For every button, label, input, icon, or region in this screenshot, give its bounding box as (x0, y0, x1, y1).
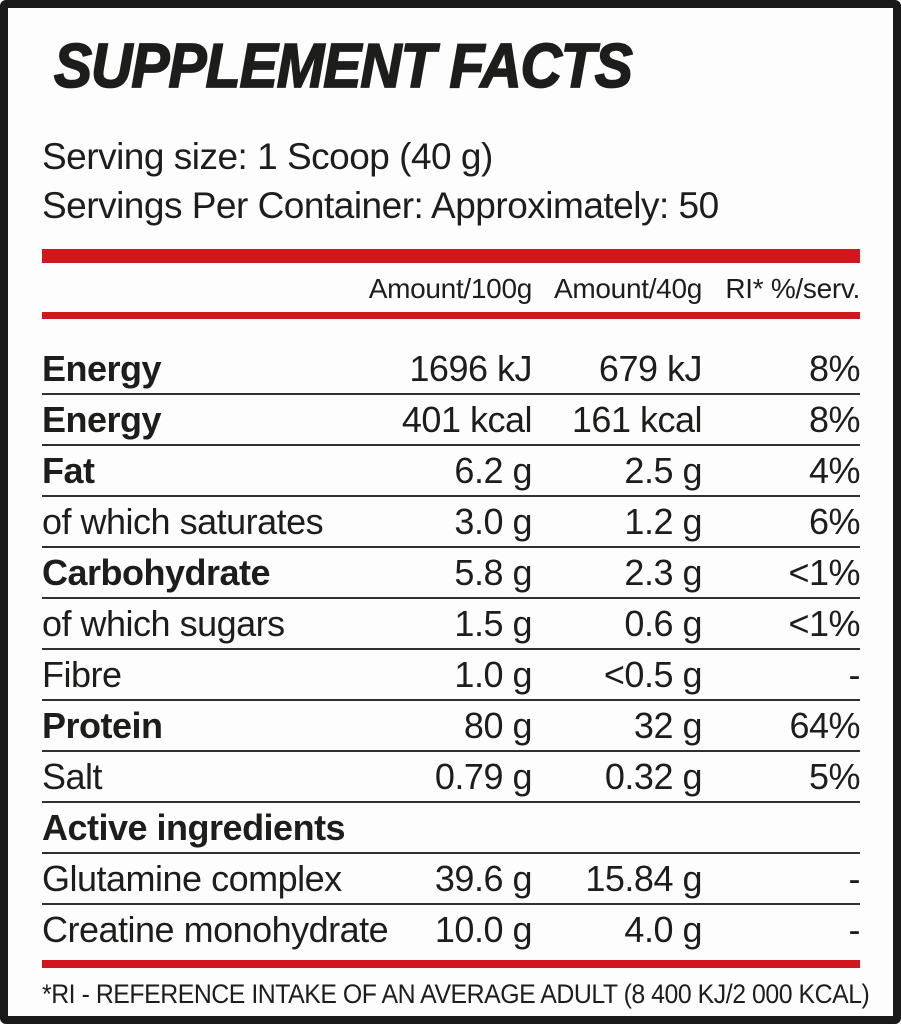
ri-percent-value: 8% (808, 347, 861, 389)
table-row: of which sugars 1.5 g 0.6 g <1% (42, 599, 861, 650)
red-divider-thin (42, 311, 860, 319)
table-header-row: Amount/100g Amount/40g RI* %/serv. (42, 263, 861, 312)
row-label: Salt (42, 755, 103, 797)
row-label: of which sugars (42, 602, 285, 644)
ri-percent-value: - (848, 908, 861, 950)
amount-100g-value: 6.2 g (454, 449, 532, 491)
ri-percent-value: 6% (808, 500, 861, 542)
servings-per-container-line: Servings Per Container: Approximately: 5… (42, 184, 719, 226)
label-title: SUPPLEMENT FACTS (53, 32, 633, 101)
column-header-ri-percent: RI* %/serv. (725, 272, 860, 304)
amount-40g-value: 2.3 g (624, 551, 702, 593)
amount-100g-value: 10.0 g (434, 908, 533, 950)
amount-40g-value: <0.5 g (603, 653, 703, 695)
amount-100g-value: 5.8 g (454, 551, 532, 593)
row-label: of which saturates (42, 500, 324, 542)
table-row: Fibre 1.0 g <0.5 g - (42, 650, 861, 701)
table-row: Carbohydrate 5.8 g 2.3 g <1% (42, 548, 861, 599)
amount-40g-value: 1.2 g (624, 500, 702, 542)
amount-40g-value: 4.0 g (624, 908, 702, 950)
amount-40g-value: 2.5 g (624, 449, 702, 491)
ri-percent-value: - (848, 857, 861, 899)
row-label: Energy (42, 398, 162, 440)
amount-40g-value: 0.6 g (624, 602, 702, 644)
table-row: Protein 80 g 32 g 64% (42, 701, 861, 752)
amount-40g-value: 679 kJ (598, 347, 703, 389)
row-label: Carbohydrate (42, 551, 271, 593)
amount-40g-value: 161 kcal (571, 398, 703, 440)
table-row: Creatine monohydrate 10.0 g 4.0 g - (42, 905, 861, 954)
amount-40g-value: 0.32 g (604, 755, 703, 797)
amount-100g-value: 1696 kJ (409, 347, 532, 389)
ri-footnote: *RI - REFERENCE INTAKE OF AN AVERAGE ADU… (42, 978, 870, 1009)
serving-size-line: Serving size: 1 Scoop (40 g) (42, 136, 493, 178)
section-label: Active ingredients (42, 806, 346, 848)
ri-percent-value: <1% (788, 602, 860, 644)
row-label: Fat (42, 449, 95, 491)
amount-100g-value: 39.6 g (434, 857, 533, 899)
amount-100g-value: 3.0 g (454, 500, 532, 542)
table-row: Energy 401 kcal 161 kcal 8% (42, 395, 861, 446)
table-row: of which saturates 3.0 g 1.2 g 6% (42, 497, 861, 548)
row-label: Creatine monohydrate (42, 908, 389, 950)
ri-percent-value: 64% (789, 704, 860, 746)
column-header-amount-100g: Amount/100g (368, 272, 533, 304)
amount-40g-value: 32 g (633, 704, 703, 746)
table-row: Glutamine complex 39.6 g 15.84 g - (42, 854, 861, 905)
ri-percent-value: 8% (808, 398, 861, 440)
amount-100g-value: 1.5 g (454, 602, 532, 644)
ri-percent-value: <1% (788, 551, 860, 593)
ri-percent-value: 4% (808, 449, 861, 491)
row-label: Fibre (42, 653, 122, 695)
amount-40g-value: 15.84 g (585, 857, 702, 899)
amount-100g-value: 1.0 g (454, 653, 532, 695)
amount-100g-value: 401 kcal (401, 398, 533, 440)
amount-100g-value: 80 g (463, 704, 533, 746)
table-section-row: Active ingredients (42, 803, 860, 854)
ri-percent-value: - (848, 653, 861, 695)
amount-100g-value: 0.79 g (434, 755, 533, 797)
table-row: Salt 0.79 g 0.32 g 5% (42, 752, 861, 803)
row-label: Glutamine complex (42, 857, 342, 899)
table-row: Energy 1696 kJ 679 kJ 8% (42, 344, 861, 395)
ri-percent-value: 5% (808, 755, 861, 797)
column-header-amount-40g: Amount/40g (554, 272, 702, 304)
row-label: Energy (42, 347, 162, 389)
red-divider-bottom (42, 959, 860, 968)
red-divider-thick (42, 248, 860, 263)
row-label: Protein (42, 704, 163, 746)
table-row: Fat 6.2 g 2.5 g 4% (42, 446, 861, 497)
serving-info: Serving size: 1 Scoop (40 g) Servings Pe… (42, 133, 860, 231)
nutrition-table: Energy 1696 kJ 679 kJ 8% Energy 401 kcal… (42, 344, 861, 954)
